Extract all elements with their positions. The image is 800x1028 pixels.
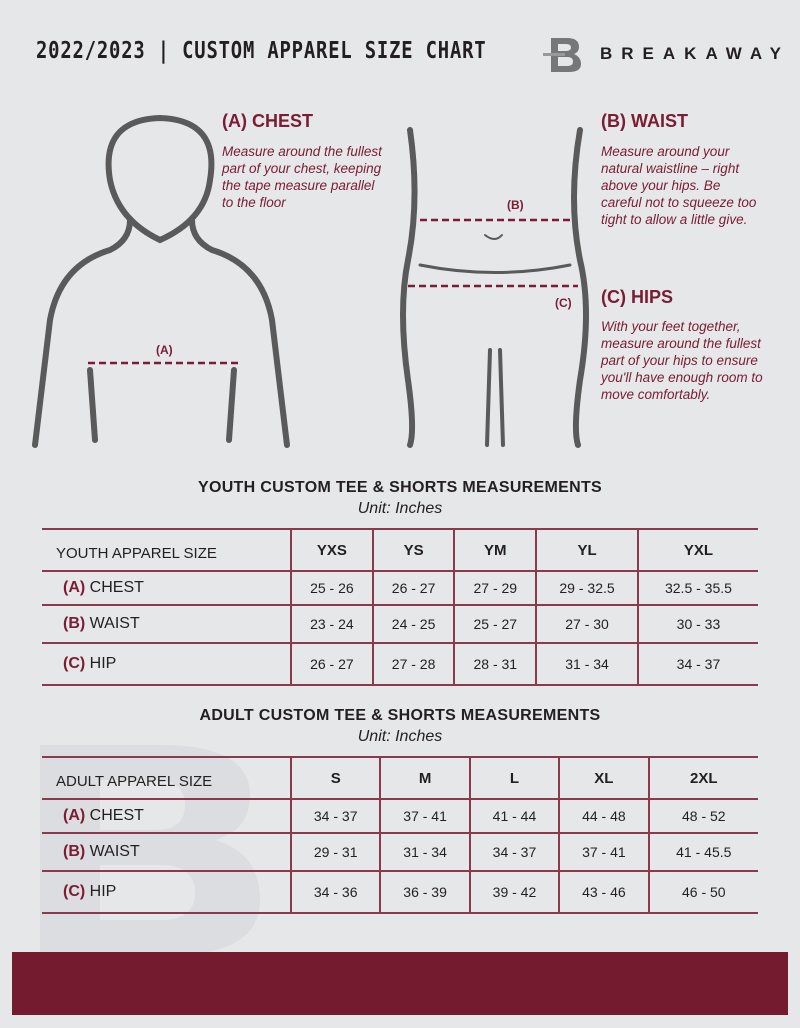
table-cell: 29 - 32.5 xyxy=(535,570,638,606)
measure-code: (B) xyxy=(63,615,86,632)
table-cell: 34 - 37 xyxy=(289,798,381,834)
table-cell: 26 - 27 xyxy=(290,642,373,686)
body-illustration xyxy=(32,114,589,448)
measure-code: (A) xyxy=(63,807,86,824)
measure-name: HIP xyxy=(89,655,117,672)
table-cell: 41 - 45.5 xyxy=(647,832,758,872)
table-row: (B) WAIST 23 - 24 24 - 25 25 - 27 27 - 30 30 … xyxy=(42,604,758,644)
adult-size-table: ADULT APPAREL SIZE S M L XL 2XL (A) CHEST 34 - … xyxy=(42,756,758,914)
column-header: ADULT APPAREL SIZE xyxy=(42,756,291,800)
chest-heading: (A) CHEST xyxy=(222,111,313,131)
table-cell: 34 - 36 xyxy=(289,870,381,914)
chest-text: Measure around the fullest part of your … xyxy=(222,144,382,210)
column-header: YXL xyxy=(636,528,758,572)
measure-name: CHEST xyxy=(89,579,144,596)
table-cell: 25 - 27 xyxy=(453,604,537,644)
column-header: XL xyxy=(558,756,649,800)
table-cell: 39 - 42 xyxy=(468,870,560,914)
row-label: (C) HIP xyxy=(42,870,291,914)
column-header: YOUTH APPAREL SIZE xyxy=(42,528,291,572)
chest-marker: (A) xyxy=(156,343,173,357)
table-cell: 37 - 41 xyxy=(379,798,470,834)
row-label: (C) HIP xyxy=(42,642,291,686)
waist-marker: (B) xyxy=(507,198,524,212)
table-cell: 29 - 31 xyxy=(289,832,381,872)
waist-heading: (B) WAIST xyxy=(601,111,688,131)
table-cell: 27 - 29 xyxy=(453,570,537,606)
table-row: (B) WAIST 29 - 31 31 - 34 34 - 37 37 - 41 41 … xyxy=(42,832,758,872)
table-cell: 32.5 - 35.5 xyxy=(636,570,758,606)
row-label: (B) WAIST xyxy=(42,832,291,872)
column-header: 2XL xyxy=(647,756,758,800)
table-cell: 43 - 46 xyxy=(558,870,649,914)
column-header: L xyxy=(468,756,560,800)
table-cell: 23 - 24 xyxy=(290,604,373,644)
brand-name: BREAKAWAY xyxy=(600,44,790,63)
column-header: YS xyxy=(371,528,455,572)
youth-title: YOUTH CUSTOM TEE & SHORTS MEASUREMENTS xyxy=(197,479,603,496)
table-cell: 24 - 25 xyxy=(371,604,455,644)
table-cell: 26 - 27 xyxy=(371,570,455,606)
table-cell: 27 - 28 xyxy=(371,642,455,686)
column-header: S xyxy=(289,756,381,800)
table-row: (C) HIP 34 - 36 36 - 39 39 - 42 43 - 46 46 - … xyxy=(42,870,758,914)
column-header: YL xyxy=(535,528,638,572)
hips-text: With your feet together, measure around … xyxy=(601,319,763,402)
hips-marker: (C) xyxy=(555,296,572,310)
measure-code: (A) xyxy=(63,579,86,596)
table-cell: 48 - 52 xyxy=(647,798,758,834)
table-cell: 31 - 34 xyxy=(379,832,470,872)
table-cell: 31 - 34 xyxy=(535,642,638,686)
column-header: YXS xyxy=(290,528,373,572)
adult-title: ADULT CUSTOM TEE & SHORTS MEASUREMENTS xyxy=(199,707,601,724)
measure-name: CHEST xyxy=(89,807,144,824)
table-row: (A) CHEST 34 - 37 37 - 41 41 - 44 44 - 48 48 … xyxy=(42,798,758,834)
breakaway-logo-icon xyxy=(543,38,581,72)
table-cell: 46 - 50 xyxy=(647,870,758,914)
measure-name: WAIST xyxy=(89,615,140,632)
measure-code: (B) xyxy=(63,843,86,860)
table-cell: 30 - 33 xyxy=(636,604,758,644)
row-label: (A) CHEST xyxy=(42,570,291,606)
footer-bar xyxy=(12,952,788,1015)
table-cell: 41 - 44 xyxy=(468,798,560,834)
row-label: (B) WAIST xyxy=(42,604,291,644)
table-cell: 28 - 31 xyxy=(453,642,537,686)
row-label: (A) CHEST xyxy=(42,798,291,834)
table-cell: 36 - 39 xyxy=(379,870,470,914)
adult-unit: Unit: Inches xyxy=(357,728,443,745)
table-cell: 27 - 30 xyxy=(535,604,638,644)
table-row: (A) CHEST 25 - 26 26 - 27 27 - 29 29 - 32.5 3… xyxy=(42,570,758,606)
page-title: 2022/2023 | CUSTOM APPAREL SIZE CHART xyxy=(36,38,487,64)
table-row: (C) HIP 26 - 27 27 - 28 28 - 31 31 - 34 34 - … xyxy=(42,642,758,686)
table-cell: 34 - 37 xyxy=(468,832,560,872)
hips-heading: (C) HIPS xyxy=(601,287,673,307)
column-header: YM xyxy=(453,528,537,572)
table-cell: 34 - 37 xyxy=(636,642,758,686)
youth-size-table: YOUTH APPAREL SIZE YXS YS YM YL YXL (A) CHEST 2… xyxy=(42,528,758,686)
measure-name: WAIST xyxy=(89,843,140,860)
measure-code: (C) xyxy=(63,883,86,900)
column-header: M xyxy=(379,756,470,800)
measure-name: HIP xyxy=(89,883,117,900)
table-cell: 44 - 48 xyxy=(558,798,649,834)
table-cell: 25 - 26 xyxy=(290,570,373,606)
waist-text: Measure around your natural waistline – … xyxy=(601,144,757,227)
youth-unit: Unit: Inches xyxy=(357,500,443,517)
measure-code: (C) xyxy=(63,655,86,672)
table-cell: 37 - 41 xyxy=(558,832,649,872)
